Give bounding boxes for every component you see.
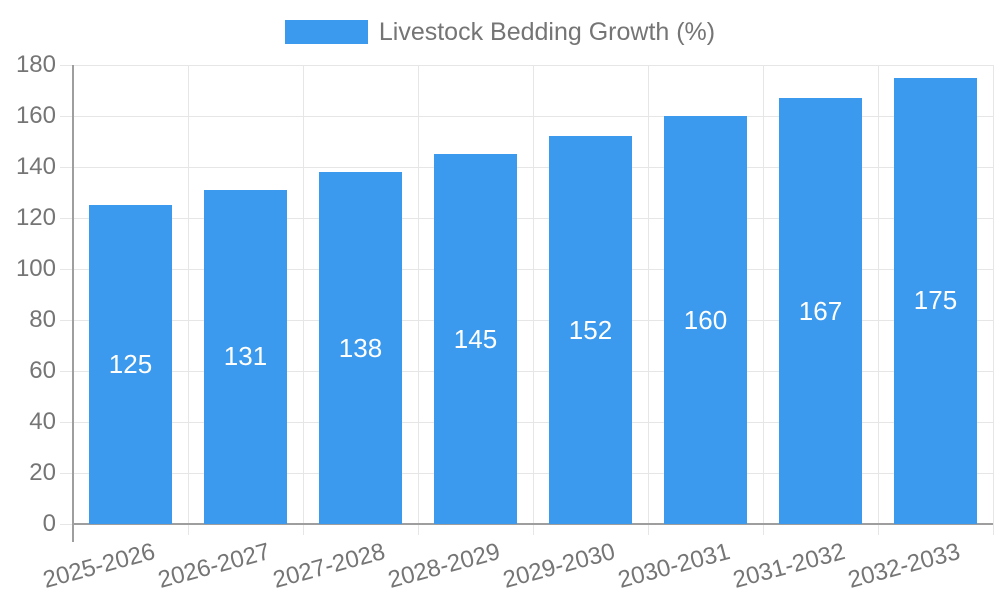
plot-area: 0 20 40 60 80 100 120 140 160 180 125 2025-2026 131 2…: [16, 51, 994, 594]
y-tick-label: 0: [42, 510, 56, 537]
y-gridline: [60, 166, 993, 168]
legend: Livestock Bedding Growth (%): [0, 18, 1000, 46]
y-gridline: [60, 115, 993, 117]
y-gridline: [60, 421, 993, 423]
bar-value-label: 125: [108, 349, 153, 380]
bar[interactable]: 131: [204, 189, 287, 524]
y-gridline: [60, 64, 993, 66]
y-tick-label: 80: [29, 306, 56, 333]
y-gridline: [60, 268, 993, 270]
bar[interactable]: 167: [779, 98, 862, 524]
x-gridline: [647, 65, 649, 535]
y-gridline: [60, 472, 993, 474]
x-gridline: [762, 65, 764, 535]
y-tick-label: 20: [29, 459, 56, 486]
bar-value-label: 167: [798, 295, 843, 326]
x-gridline: [532, 65, 534, 535]
x-gridline: [992, 65, 994, 535]
legend-label: Livestock Bedding Growth (%): [378, 18, 716, 46]
y-tick-label: 40: [29, 408, 56, 435]
bar[interactable]: 138: [319, 172, 402, 524]
y-tick-label: 120: [15, 204, 56, 231]
y-gridline: [60, 370, 993, 372]
y-tick-label: 100: [15, 255, 56, 282]
y-tick-label: 180: [15, 51, 56, 78]
y-axis-line: [72, 65, 74, 542]
bar[interactable]: 145: [434, 154, 517, 524]
bar-value-label: 138: [338, 332, 383, 363]
x-gridline: [187, 65, 189, 535]
y-tick-label: 160: [15, 102, 56, 129]
bar-value-label: 160: [683, 304, 728, 335]
x-gridline: [302, 65, 304, 535]
bar[interactable]: 125: [89, 205, 172, 524]
bar-value-label: 145: [453, 323, 498, 354]
bar-value-label: 152: [568, 314, 613, 345]
legend-swatch: [284, 20, 368, 44]
y-tick-label: 140: [15, 153, 56, 180]
bar-value-label: 131: [223, 341, 268, 372]
y-gridline: [60, 319, 993, 321]
bar[interactable]: 152: [549, 136, 632, 524]
y-gridline: [60, 217, 993, 219]
y-tick-label: 60: [29, 357, 56, 384]
legend-item[interactable]: Livestock Bedding Growth (%): [284, 18, 716, 46]
x-gridline: [417, 65, 419, 535]
bar[interactable]: 160: [664, 116, 747, 524]
x-gridline: [877, 65, 879, 535]
x-axis-line: [73, 523, 993, 525]
bar[interactable]: 175: [894, 77, 977, 524]
bar-value-label: 175: [913, 285, 958, 316]
